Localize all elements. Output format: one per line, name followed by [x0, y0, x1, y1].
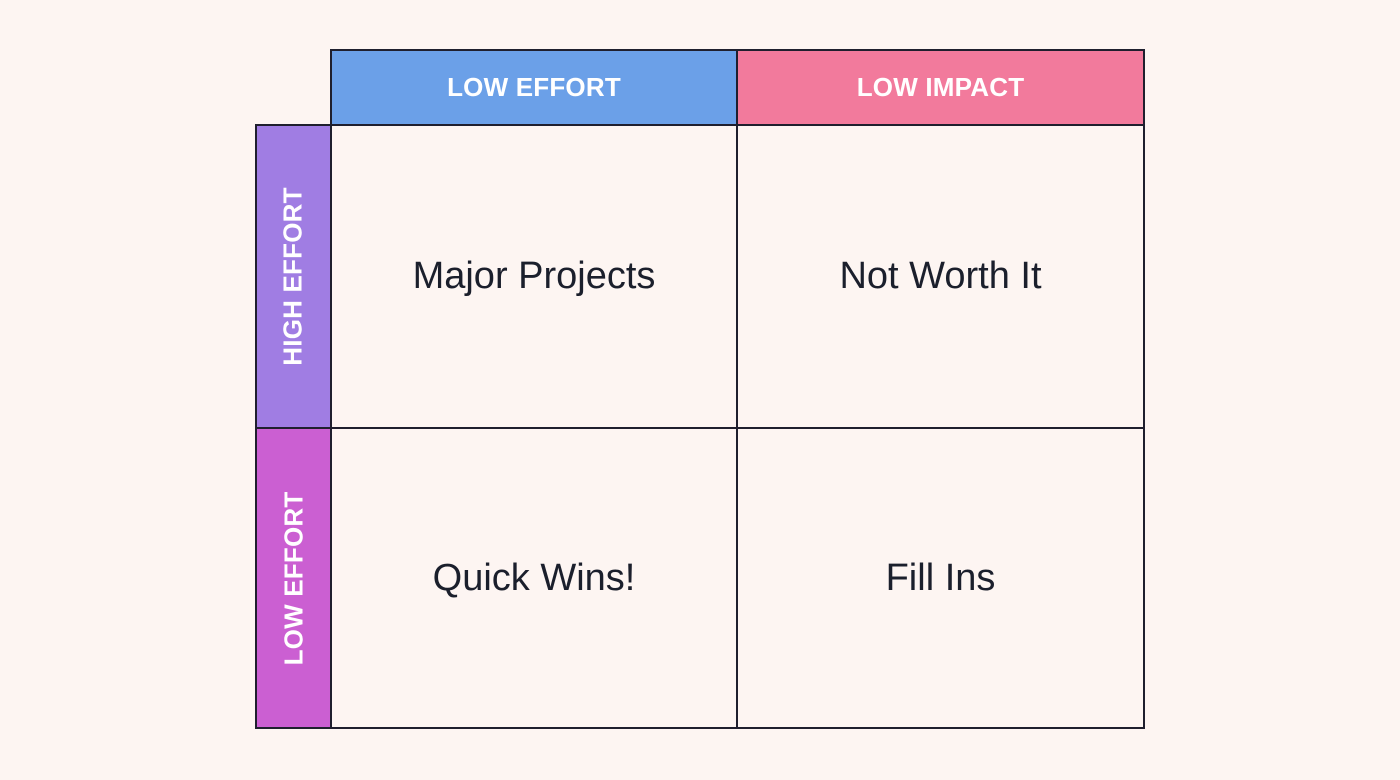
row-header-label: LOW EFFORT — [278, 491, 309, 665]
column-header-low-effort: LOW EFFORT — [330, 49, 738, 126]
row-header-low-effort: LOW EFFORT — [255, 427, 332, 729]
row-header-high-effort: HIGH EFFORT — [255, 124, 332, 429]
column-header-label: LOW IMPACT — [856, 72, 1025, 102]
quadrant-major-projects: Major Projects — [330, 124, 738, 429]
quadrant-label: Fill Ins — [885, 556, 996, 599]
column-header-label: LOW EFFORT — [447, 72, 621, 102]
quadrant-quick-wins: Quick Wins! — [330, 427, 738, 729]
quadrant-label: Not Worth It — [839, 255, 1042, 297]
quadrant-fill-ins: Fill Ins — [736, 427, 1145, 729]
column-header-low-impact: LOW IMPACT — [736, 49, 1145, 126]
quadrant-label: Quick Wins! — [432, 556, 636, 599]
quadrant-label: Major Projects — [412, 255, 656, 297]
row-header-label: HIGH EFFORT — [278, 187, 309, 366]
quadrant-not-worth-it: Not Worth It — [736, 124, 1145, 429]
